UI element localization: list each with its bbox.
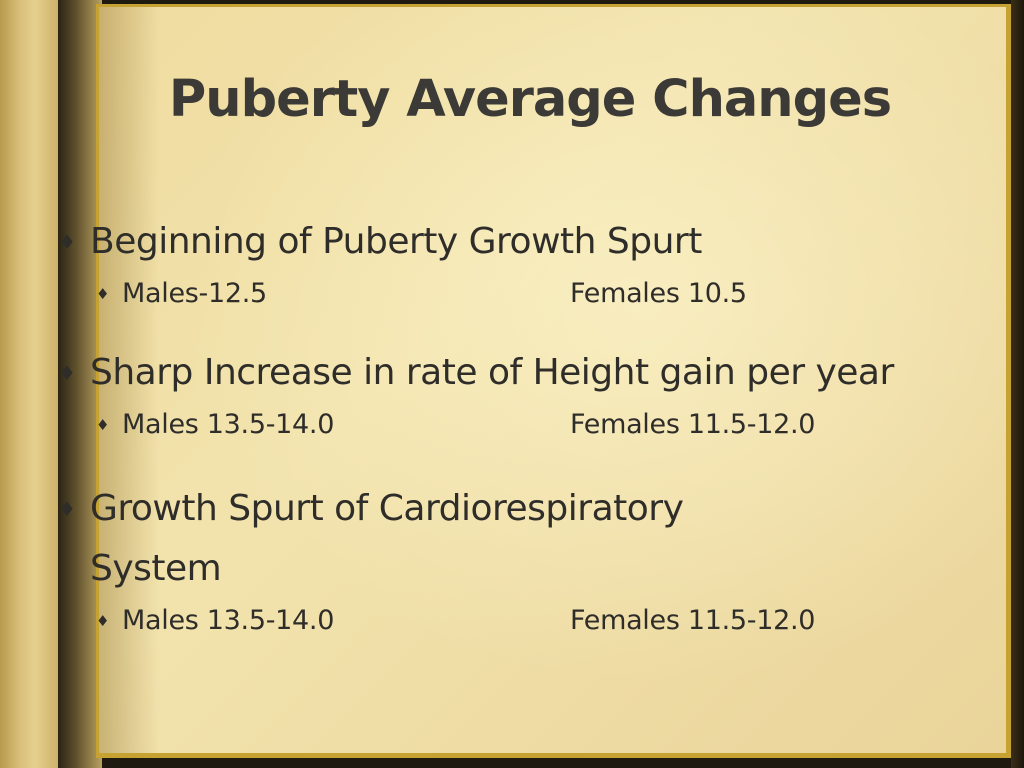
slide-title: Puberty Average Changes — [168, 70, 892, 129]
sub-bullet-height-gain: ♦ Males 13.5-14.0 Females 11.5-12.0 — [58, 403, 988, 447]
diamond-bullet-icon: ♦ — [96, 612, 110, 630]
females-value: Females 11.5-12.0 — [570, 605, 816, 636]
book-edge — [1011, 0, 1024, 768]
females-value: Females 10.5 — [570, 278, 747, 309]
diamond-bullet-icon: ♦ — [58, 497, 76, 521]
bullet-text: Beginning of Puberty Growth Spurt — [90, 221, 702, 262]
bullet-list: ♦ Beginning of Puberty Growth Spurt ♦ Ma… — [58, 212, 988, 643]
diamond-bullet-icon: ♦ — [58, 361, 76, 385]
diamond-bullet-icon: ♦ — [96, 285, 110, 303]
sub-bullet-cardiorespiratory: ♦ Males 13.5-14.0 Females 11.5-12.0 — [58, 599, 988, 643]
bullet-height-gain: ♦ Sharp Increase in rate of Height gain … — [58, 343, 988, 403]
diamond-bullet-icon: ♦ — [96, 416, 110, 434]
book-gutter — [58, 0, 102, 768]
males-value: Males 13.5-14.0 — [122, 409, 335, 440]
book-page — [96, 4, 1011, 758]
males-value: Males-12.5 — [122, 278, 267, 309]
diamond-bullet-icon: ♦ — [58, 230, 76, 254]
males-value: Males 13.5-14.0 — [122, 605, 335, 636]
bullet-text-line1: Growth Spurt of Cardiorespiratory — [90, 488, 684, 529]
females-value: Females 11.5-12.0 — [570, 409, 816, 440]
bullet-growth-spurt: ♦ Beginning of Puberty Growth Spurt — [58, 212, 988, 272]
sub-bullet-growth-spurt: ♦ Males-12.5 Females 10.5 — [58, 272, 988, 316]
bullet-text: Sharp Increase in rate of Height gain pe… — [90, 352, 894, 393]
bullet-text-line2: System — [90, 548, 222, 589]
bullet-cardiorespiratory: ♦ Growth Spurt of Cardiorespiratory Syst… — [58, 479, 988, 599]
book-spine — [0, 0, 58, 768]
